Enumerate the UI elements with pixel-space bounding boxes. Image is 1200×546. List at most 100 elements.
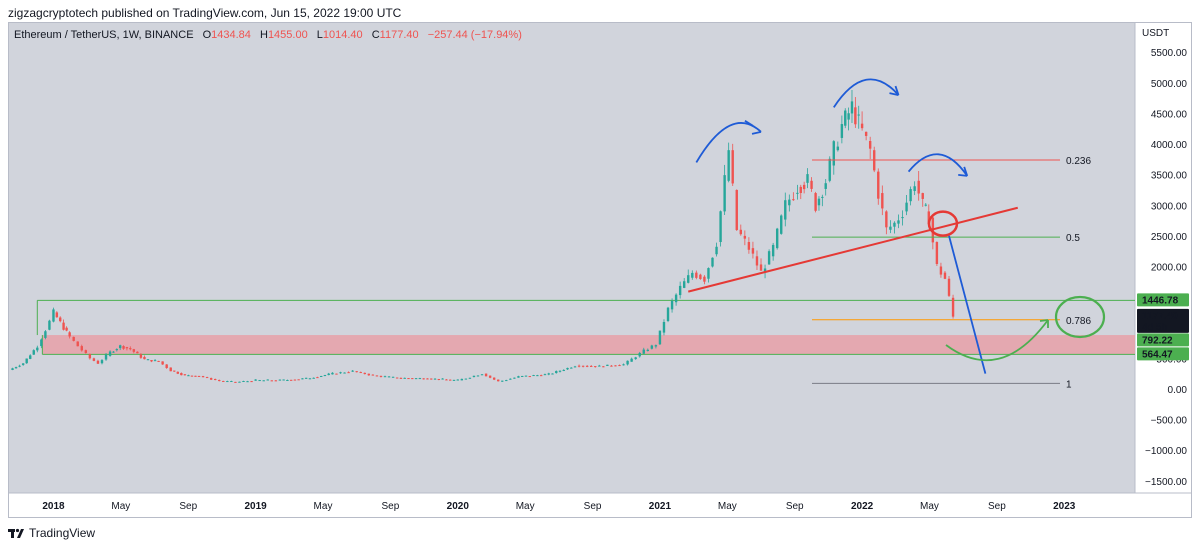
candle-body bbox=[430, 378, 433, 380]
candle-body bbox=[65, 327, 68, 331]
candle-body bbox=[630, 358, 633, 362]
candle-body bbox=[497, 379, 500, 382]
candle-body bbox=[539, 375, 543, 377]
candle-body bbox=[905, 202, 908, 212]
candle-body bbox=[169, 367, 172, 372]
price-axis-panel[interactable] bbox=[1135, 23, 1191, 493]
candle-body bbox=[18, 365, 21, 367]
price-tag[interactable] bbox=[1137, 308, 1189, 333]
candle-body bbox=[810, 180, 813, 189]
candle-body bbox=[286, 379, 289, 381]
time-axis-panel[interactable] bbox=[9, 493, 1135, 517]
fib-level-label: 0.236 bbox=[1066, 156, 1091, 167]
candle-body bbox=[513, 377, 516, 379]
candle-body bbox=[517, 376, 520, 378]
candle-body bbox=[222, 380, 225, 382]
candle-body bbox=[806, 174, 809, 183]
candle-body bbox=[250, 381, 253, 383]
candle-body bbox=[226, 381, 229, 383]
candle-body bbox=[456, 379, 459, 381]
candle-body bbox=[480, 374, 484, 376]
candle-body bbox=[780, 215, 783, 234]
candle-body bbox=[775, 228, 779, 249]
candle-body bbox=[418, 378, 422, 380]
candle-body bbox=[173, 370, 176, 372]
candle-body bbox=[662, 321, 666, 333]
candle-body bbox=[460, 378, 464, 381]
time-axis-tick: 2020 bbox=[447, 501, 470, 512]
candle-body bbox=[817, 198, 821, 206]
candle-body bbox=[654, 345, 658, 347]
candle-body bbox=[551, 373, 554, 375]
price-tag[interactable] bbox=[1137, 293, 1189, 307]
candle-body bbox=[209, 378, 213, 380]
candle-body bbox=[176, 371, 179, 374]
candle-body bbox=[547, 373, 550, 375]
candle-body bbox=[363, 372, 366, 375]
candle-body bbox=[832, 141, 835, 166]
legend-open: 1434.84 bbox=[211, 29, 251, 41]
price-tag[interactable] bbox=[1137, 347, 1189, 361]
candle-body bbox=[375, 375, 379, 377]
legend-symbol[interactable]: Ethereum / TetherUS, 1W, BINANCE bbox=[14, 29, 194, 41]
head-shoulder-arc-left bbox=[695, 122, 762, 163]
candle-body bbox=[150, 360, 153, 362]
candle-body bbox=[585, 365, 589, 367]
candle-body bbox=[610, 365, 613, 367]
candle-body bbox=[501, 380, 504, 382]
publisher-line: zigzagcryptotech published on TradingVie… bbox=[8, 6, 402, 20]
candle-body bbox=[767, 251, 771, 265]
tradingview-footer[interactable]: TradingView bbox=[8, 526, 95, 540]
candle-body bbox=[441, 378, 444, 380]
candle-body bbox=[577, 365, 581, 367]
price-tag[interactable] bbox=[1137, 333, 1189, 347]
fib-level-label: 0.786 bbox=[1066, 316, 1091, 327]
candle-body bbox=[230, 380, 233, 382]
fib-level-label: 1 bbox=[1066, 379, 1072, 390]
candle-body bbox=[893, 222, 896, 227]
candle-body bbox=[901, 217, 904, 219]
candle-body bbox=[100, 360, 104, 364]
candle-body bbox=[452, 379, 456, 381]
candle-body bbox=[747, 242, 751, 250]
breakdown-circle bbox=[927, 210, 959, 237]
candle-body bbox=[139, 354, 143, 358]
candle-body bbox=[864, 131, 868, 136]
candle-body bbox=[187, 375, 190, 377]
candle-body bbox=[943, 272, 947, 279]
candle-body bbox=[642, 349, 645, 354]
candle-body bbox=[115, 349, 119, 351]
candle-body bbox=[885, 211, 888, 228]
candle-body bbox=[112, 351, 115, 353]
price-tag-label: 1446.78 bbox=[1142, 295, 1179, 306]
candle-body bbox=[72, 336, 75, 341]
candle-body bbox=[723, 175, 726, 212]
plot-background[interactable] bbox=[9, 23, 1135, 493]
candle-body bbox=[602, 366, 605, 368]
candle-body bbox=[433, 378, 437, 380]
price-axis-tick: −1000.00 bbox=[1145, 446, 1187, 457]
candle-body bbox=[532, 375, 535, 377]
candle-body bbox=[278, 379, 282, 381]
candle-body bbox=[21, 363, 25, 365]
candle-body bbox=[274, 380, 278, 382]
legend-change: −257.44 (−17.94%) bbox=[427, 29, 522, 41]
tradingview-logo-icon bbox=[8, 528, 24, 538]
candle-body bbox=[351, 370, 354, 372]
candle-body bbox=[947, 278, 951, 296]
candle-body bbox=[524, 375, 528, 377]
candle-body bbox=[634, 357, 637, 360]
candle-body bbox=[606, 364, 609, 366]
price-axis-tick: 0.00 bbox=[1168, 385, 1188, 396]
candle-body bbox=[784, 200, 787, 220]
candle-body bbox=[132, 349, 136, 352]
candle-body bbox=[48, 320, 51, 330]
candle-body bbox=[129, 348, 132, 350]
candle-body bbox=[935, 242, 939, 264]
time-axis-tick: 2018 bbox=[42, 501, 65, 512]
time-axis-tick: Sep bbox=[382, 501, 400, 512]
candle-body bbox=[422, 378, 425, 380]
candle-body bbox=[476, 375, 480, 377]
candle-body bbox=[840, 124, 844, 138]
